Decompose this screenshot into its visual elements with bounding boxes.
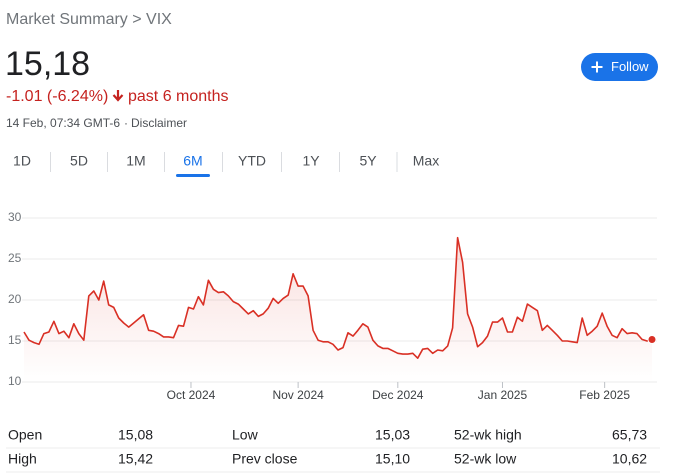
stat-value: 15,10	[375, 451, 410, 467]
tab[interactable]: 1M	[126, 153, 145, 169]
x-tick-label: Oct 2024	[167, 388, 216, 402]
y-tick-label: 10	[8, 374, 22, 388]
tab[interactable]: 1Y	[302, 153, 320, 169]
timestamp: 14 Feb, 07:34 GMT-6	[6, 116, 120, 130]
down-arrow	[112, 90, 124, 102]
tab[interactable]: Max	[413, 153, 439, 169]
last-point	[647, 335, 657, 345]
stat-label: 52-wk high	[454, 427, 522, 443]
x-tick-label: Dec 2024	[372, 388, 424, 402]
tab[interactable]: 5D	[70, 153, 88, 169]
stat-label: Open	[8, 427, 42, 443]
plus-icon	[591, 61, 603, 73]
y-tick-label: 15	[8, 333, 22, 347]
dot: ·	[124, 116, 128, 130]
tab[interactable]: YTD	[238, 153, 266, 169]
breadcrumb: Market Summary > VIX	[6, 11, 172, 28]
area-fill	[24, 237, 652, 382]
change: -1.01 (-6.24%)	[6, 88, 108, 105]
stat-label: Low	[232, 427, 259, 443]
stat-value: 15,08	[118, 427, 153, 443]
stat-label: Prev close	[232, 451, 298, 467]
tab-underline	[176, 174, 210, 177]
x-tick-label: Jan 2025	[478, 388, 528, 402]
y-tick-label: 20	[8, 292, 22, 306]
x-tick-label: Feb 2025	[579, 388, 630, 402]
x-tick-label: Nov 2024	[272, 388, 324, 402]
follow-label[interactable]: Follow	[611, 59, 649, 74]
stat-value: 10,62	[612, 451, 647, 467]
tab[interactable]: 1D	[13, 153, 31, 169]
stat-label: High	[8, 451, 37, 467]
price-line	[23, 236, 653, 359]
stat-value: 65,73	[612, 427, 647, 443]
stat-value: 15,03	[375, 427, 410, 443]
tab[interactable]: 6M	[183, 153, 202, 169]
tab[interactable]: 5Y	[359, 153, 377, 169]
price: 15,18	[5, 45, 90, 83]
stat-label: 52-wk low	[454, 451, 517, 467]
stat-value: 15,42	[118, 451, 153, 467]
y-tick-label: 30	[8, 210, 22, 224]
follow-button[interactable]: Follow	[581, 53, 658, 81]
period: past 6 months	[128, 88, 229, 105]
y-tick-label: 25	[8, 251, 22, 265]
follow-bg[interactable]	[581, 53, 658, 81]
disclaimer[interactable]: Disclaimer	[131, 116, 187, 130]
